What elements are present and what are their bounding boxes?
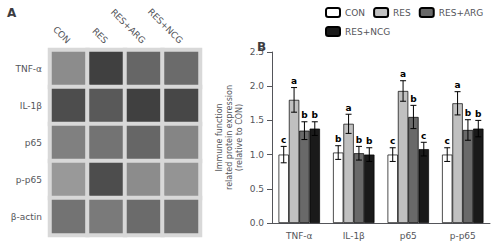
svg-text:0.5: 0.5 — [250, 184, 264, 194]
svg-text:IL-1β: IL-1β — [343, 231, 365, 241]
svg-text:RES+ARG: RES+ARG — [439, 8, 484, 18]
svg-text:CON: CON — [345, 8, 365, 18]
svg-text:IL-1β: IL-1β — [20, 101, 42, 111]
svg-text:0.0: 0.0 — [250, 218, 265, 228]
svg-text:RES: RES — [393, 8, 411, 18]
svg-text:b: b — [335, 134, 342, 144]
svg-text:RES+NCG: RES+NCG — [345, 27, 390, 37]
svg-text:b: b — [301, 110, 308, 120]
svg-text:c: c — [390, 136, 395, 146]
svg-text:1.0: 1.0 — [250, 150, 265, 160]
svg-text:p65: p65 — [400, 231, 417, 241]
svg-text:b: b — [312, 110, 319, 120]
svg-text:(relative to CON): (relative to CON) — [235, 104, 244, 171]
svg-text:B: B — [257, 40, 266, 54]
svg-text:RES: RES — [90, 26, 110, 46]
svg-text:2.0: 2.0 — [250, 81, 265, 91]
svg-text:b: b — [475, 109, 482, 119]
svg-text:b: b — [366, 136, 373, 146]
svg-text:p-p65: p-p65 — [450, 231, 476, 241]
svg-text:b: b — [356, 135, 363, 145]
svg-text:RES+ARG: RES+ARG — [109, 7, 148, 46]
svg-text:p65: p65 — [25, 138, 42, 148]
svg-text:related protein expression: related protein expression — [225, 85, 234, 190]
svg-text:b: b — [410, 94, 417, 104]
svg-text:CON: CON — [51, 24, 72, 45]
svg-text:TNF-α: TNF-α — [285, 231, 313, 241]
svg-text:β-actin: β-actin — [11, 212, 42, 222]
svg-text:a: a — [291, 76, 297, 86]
svg-text:a: a — [346, 103, 352, 113]
svg-text:a: a — [455, 80, 461, 90]
svg-text:A: A — [7, 6, 17, 20]
svg-text:c: c — [421, 131, 426, 141]
svg-text:c: c — [281, 135, 286, 145]
svg-text:Immune function: Immune function — [215, 103, 224, 171]
svg-text:c: c — [445, 136, 450, 146]
svg-text:RES+NCG: RES+NCG — [146, 7, 185, 46]
svg-text:a: a — [400, 69, 406, 79]
svg-text:b: b — [465, 108, 472, 118]
svg-text:TNF-α: TNF-α — [14, 64, 42, 74]
svg-text:1.5: 1.5 — [250, 115, 264, 125]
svg-text:p-p65: p-p65 — [16, 175, 42, 185]
